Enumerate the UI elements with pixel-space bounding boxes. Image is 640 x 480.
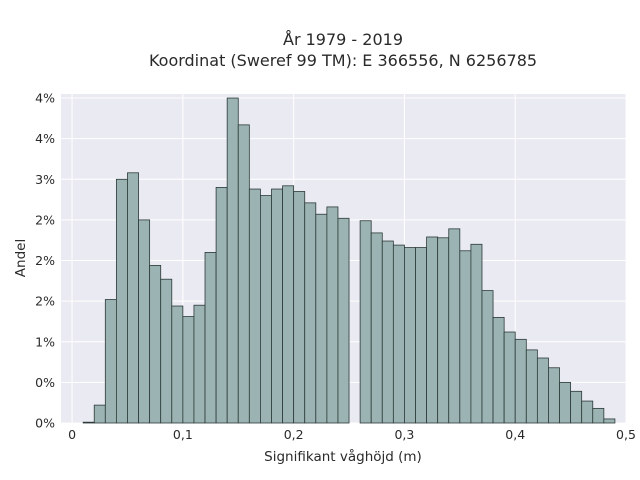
y-tick-label: 4% — [35, 131, 55, 146]
y-tick-label: 2% — [35, 253, 55, 268]
y-axis-label: Andel — [13, 239, 29, 277]
histogram-bar — [282, 185, 295, 424]
chart-subtitle: Koordinat (Sweref 99 TM): E 366556, N 62… — [149, 51, 537, 70]
x-tick-label: 0 — [68, 427, 76, 442]
histogram-bar — [426, 236, 439, 424]
histogram-bar — [525, 349, 538, 424]
x-tick-label: 0,3 — [394, 427, 414, 442]
histogram-bar — [115, 178, 128, 424]
histogram-bar — [492, 316, 505, 424]
histogram-bar — [104, 299, 117, 424]
histogram-bar — [548, 367, 560, 424]
tick-labels: 0% 0% 1% 2% 2% 2% 3% 4% 4% 0 0,1 0,2 0,3 0,4 0,5 — [35, 91, 636, 442]
histogram-bar — [536, 357, 549, 424]
histogram-bar — [337, 217, 350, 424]
histogram-bar — [592, 407, 605, 424]
y-tick-label: 2% — [35, 294, 55, 309]
histogram-bar — [193, 304, 206, 424]
histogram-bar — [381, 240, 394, 424]
x-axis-label: Signifikant våghöjd (m) — [264, 448, 422, 465]
histogram-bar — [215, 187, 228, 424]
bars — [82, 97, 616, 424]
histogram-bar — [138, 219, 151, 424]
histogram-bar — [404, 247, 416, 424]
histogram-bar — [293, 191, 306, 424]
y-tick-label: 0% — [35, 416, 55, 431]
histogram-bar — [237, 124, 250, 424]
histogram-bar — [226, 97, 239, 424]
histogram-bar — [559, 381, 572, 424]
histogram-bar — [260, 195, 272, 424]
histogram-bar — [204, 252, 217, 424]
histogram-bar — [359, 220, 372, 424]
chart-title: År 1979 - 2019 — [283, 30, 403, 49]
histogram-bar — [326, 206, 339, 424]
histogram-bar — [514, 338, 527, 424]
histogram-bar — [304, 202, 317, 424]
x-tick-label: 0,4 — [505, 427, 525, 442]
histogram-bar — [603, 418, 616, 424]
x-tick-label: 0,5 — [616, 427, 636, 442]
histogram-bar — [248, 188, 261, 424]
histogram-bar — [570, 390, 583, 424]
histogram-bar — [315, 213, 328, 424]
histogram-bar — [503, 331, 516, 424]
histogram-bar — [271, 188, 283, 424]
histogram-bar — [82, 421, 95, 424]
histogram-bar — [160, 278, 173, 424]
x-tick-label: 0,2 — [284, 427, 304, 442]
histogram-bar — [448, 228, 461, 424]
histogram-bar — [459, 250, 472, 424]
y-tick-label: 3% — [35, 172, 55, 187]
y-tick-label: 0% — [35, 375, 55, 390]
histogram-bar — [171, 305, 184, 424]
histogram-bar — [437, 237, 450, 424]
histogram-bar — [370, 232, 383, 424]
histogram-bar — [127, 172, 139, 424]
histogram-bar — [415, 247, 427, 424]
histogram-bar — [481, 290, 494, 424]
histogram-bar — [470, 243, 483, 424]
x-tick-label: 0,1 — [173, 427, 193, 442]
histogram-bar — [392, 244, 405, 424]
y-tick-label: 2% — [35, 212, 55, 227]
histogram-bar — [149, 265, 162, 424]
y-tick-label: 4% — [35, 91, 55, 106]
y-tick-label: 1% — [35, 334, 55, 349]
histogram-bar — [182, 316, 195, 424]
histogram-bar — [581, 400, 594, 424]
histogram-bar — [93, 404, 106, 424]
